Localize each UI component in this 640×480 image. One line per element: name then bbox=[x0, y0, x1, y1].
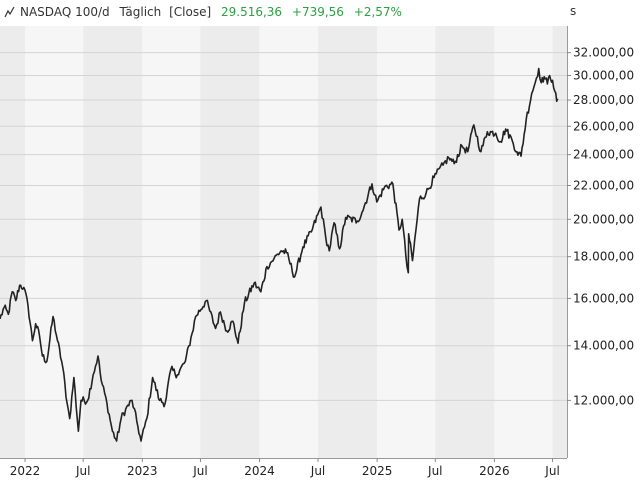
y-tick-label: 20.000,00 bbox=[573, 212, 634, 226]
x-tick-label: 2025 bbox=[362, 464, 393, 478]
grid-lines bbox=[0, 52, 567, 401]
y-tick-label: 26.000,00 bbox=[573, 119, 634, 133]
change-absolute: +739,56 bbox=[292, 5, 344, 19]
x-tick-label: Jul bbox=[310, 464, 325, 478]
y-tick-label: 14.000,00 bbox=[573, 339, 634, 353]
series-layer bbox=[0, 67, 559, 442]
time-band bbox=[200, 26, 260, 458]
y-axis: 12.000,00 14.000,00 16.000,00 18.000,00 20.0… bbox=[567, 46, 634, 407]
x-tick-label: 2022 bbox=[10, 464, 41, 478]
y-tick-label: 32.000,00 bbox=[573, 46, 634, 60]
price-line bbox=[0, 67, 559, 442]
instrument-name: NASDAQ 100/d bbox=[20, 5, 110, 19]
time-band bbox=[259, 26, 319, 458]
time-band bbox=[494, 26, 553, 458]
time-band bbox=[318, 26, 378, 458]
x-tick-label: Jul bbox=[427, 464, 442, 478]
x-axis: 2022 Jul 2023 Jul 2024 Jul 2025 Jul 2026 Jul bbox=[10, 458, 560, 478]
time-band bbox=[377, 26, 436, 458]
time-band bbox=[83, 26, 143, 458]
y-tick-label: 18.000,00 bbox=[573, 250, 634, 264]
svg-text:NASDAQ 100/d Täglich: NASDAQ 100/d Täglich [Close] 29.516,36 +… bbox=[20, 5, 402, 19]
y-tick-label: 28.000,00 bbox=[573, 93, 634, 107]
last-value: 29.516,36 bbox=[221, 5, 282, 19]
x-tick-label: Jul bbox=[75, 464, 90, 478]
y-tick-label: 16.000,00 bbox=[573, 291, 634, 305]
x-tick-label: Jul bbox=[544, 464, 559, 478]
x-tick-label: 2023 bbox=[127, 464, 158, 478]
legend-header: NASDAQ 100/d Täglich [Close] 29.516,36 +… bbox=[4, 4, 576, 19]
time-bands bbox=[0, 26, 567, 458]
line-chart-icon bbox=[4, 6, 15, 18]
interval-label: Täglich bbox=[118, 5, 161, 19]
x-tick-label: 2024 bbox=[244, 464, 275, 478]
x-tick-label: 2026 bbox=[479, 464, 510, 478]
currency-marker: s bbox=[570, 4, 576, 18]
y-tick-label: 12.000,00 bbox=[573, 393, 634, 407]
y-tick-label: 30.000,00 bbox=[573, 69, 634, 83]
price-type-label: [Close] bbox=[169, 5, 211, 19]
x-tick-label: Jul bbox=[192, 464, 207, 478]
time-band bbox=[435, 26, 495, 458]
y-tick-label: 22.000,00 bbox=[573, 179, 634, 193]
axis-frame bbox=[0, 26, 568, 459]
time-band bbox=[0, 26, 26, 458]
change-percent: +2,57% bbox=[354, 5, 402, 19]
time-band bbox=[552, 26, 567, 458]
y-tick-label: 24.000,00 bbox=[573, 148, 634, 162]
